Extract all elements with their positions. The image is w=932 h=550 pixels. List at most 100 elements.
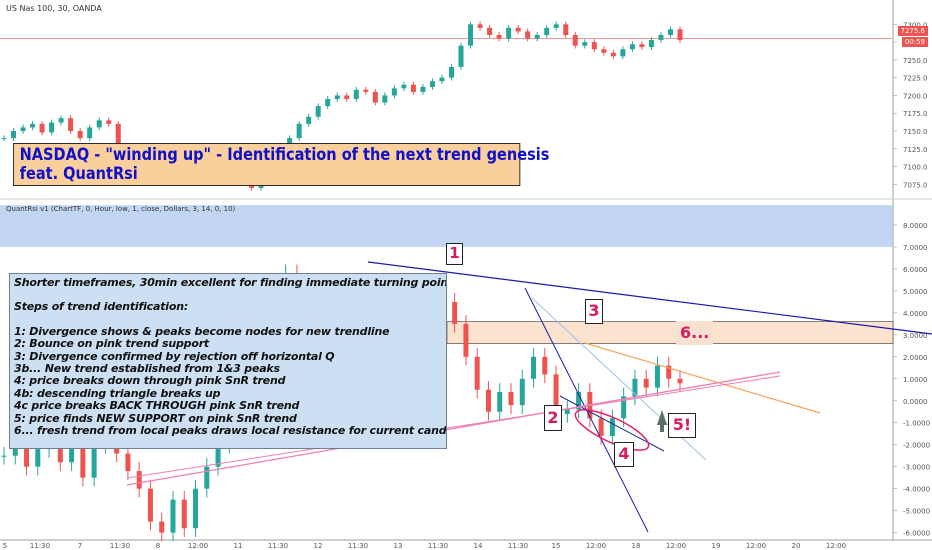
indicator-candle (80, 433, 86, 478)
indicator-candle (576, 391, 582, 410)
indicator-upper-band (0, 205, 893, 247)
indicator-tick-label: -3.0000 (903, 464, 930, 472)
price-candle (334, 95, 340, 99)
indicator-candle (519, 378, 525, 406)
countdown-badge: 00:59 (901, 37, 928, 47)
horizontal-q-band (446, 321, 894, 344)
notes-line-7: 4: price breaks down through pink SnR tr… (14, 374, 286, 388)
time-tick-label: 5 (3, 542, 7, 550)
indicator-candle (181, 499, 187, 529)
time-tick-label: 12:00 (586, 542, 606, 550)
indicator-candle (609, 418, 615, 436)
indicator-candle (531, 356, 537, 379)
indicator-candle (1, 455, 7, 457)
time-tick-label: 14 (474, 542, 483, 550)
time-tick-label: 11:30 (348, 542, 368, 550)
price-tick-label: 7175.0 (903, 110, 928, 118)
indicator-tick-label: 1.0000 (903, 376, 928, 384)
price-candle (429, 81, 435, 87)
price-tick-label: 7100.0 (903, 164, 928, 172)
price-tick-label: 7150.0 (903, 128, 928, 136)
notes-annotation-box[interactable]: Shorter timeframes, 30min excellent for … (9, 273, 447, 449)
indicator-candle (463, 323, 469, 357)
time-tick-label: 11 (234, 542, 243, 550)
indicator-candle (677, 378, 683, 384)
price-candle (620, 49, 626, 57)
time-tick-label: 12:00 (188, 542, 208, 550)
title-line-2: feat. QuantRsi (19, 164, 138, 184)
price-candle (496, 35, 502, 39)
notes-line-5: 3: Divergence confirmed by rejection off… (14, 349, 335, 363)
price-tick-label: 7300.0 (903, 21, 928, 29)
breakdown-ellipse (574, 409, 650, 451)
price-candle (468, 24, 474, 46)
price-candle (648, 39, 654, 48)
indicator-candle (204, 466, 210, 489)
pink-snr-trendline-upper (126, 375, 781, 479)
price-candle (439, 77, 445, 82)
indicator-candle (24, 440, 30, 467)
price-candle (68, 118, 74, 131)
marker-1[interactable]: 1 (446, 243, 463, 265)
price-tick-label: 7225.0 (903, 75, 928, 83)
indicator-candle (598, 418, 604, 436)
price-candle (591, 42, 597, 50)
time-tick-label: 7 (78, 542, 82, 550)
marker-3[interactable]: 3 (585, 299, 603, 324)
price-candle (506, 27, 512, 39)
indicator-candle (666, 365, 672, 379)
marker-2[interactable]: 2 (544, 405, 562, 431)
price-candle (610, 52, 616, 57)
indicator-candle (632, 378, 638, 397)
price-candle (629, 44, 635, 50)
time-tick-label: 12:00 (746, 542, 766, 550)
price-candle (572, 35, 578, 46)
price-candle (401, 84, 407, 89)
indicator-candle (170, 499, 176, 533)
price-candle (372, 91, 378, 103)
price-candle (49, 122, 55, 133)
indicator-tick-label: 7.0000 (903, 244, 928, 252)
marker-6[interactable]: 6... (676, 321, 714, 345)
price-candle (639, 44, 645, 48)
price-candle (20, 127, 26, 131)
indicator-candle (215, 444, 221, 467)
indicator-candle (91, 444, 97, 478)
price-candle (391, 88, 397, 96)
price-candle (544, 27, 550, 35)
marker-4[interactable]: 4 (614, 442, 634, 467)
indicator-tick-label: -6.0000 (903, 530, 930, 538)
price-candle (410, 84, 416, 92)
time-tick-label: 11:30 (30, 542, 50, 550)
price-candle (11, 131, 17, 139)
price-tick-label: 7200.0 (903, 92, 928, 100)
time-tick-label: 18 (632, 542, 641, 550)
price-candle (477, 24, 483, 28)
price-axis-area (893, 0, 932, 550)
indicator-candle (497, 391, 503, 412)
price-candle (115, 123, 121, 156)
title-annotation-box[interactable]: NASDAQ - "winding up" - Identification o… (13, 143, 549, 186)
time-tick-label: 11:30 (508, 542, 528, 550)
indicator-tick-label: -5.0000 (903, 508, 930, 516)
marker-5[interactable]: 5! (668, 413, 696, 438)
last-price-badge: 7275.6 (897, 26, 928, 36)
price-candle (448, 67, 454, 78)
indicator-tick-label: 8.0000 (903, 222, 928, 230)
price-candle (534, 35, 540, 39)
time-tick-label: 12:00 (666, 542, 686, 550)
price-candle (1, 138, 7, 140)
indicator-tick-label: 6.0000 (903, 266, 928, 274)
orange-trendline (584, 342, 821, 414)
price-candle (106, 120, 112, 124)
descending-support-trendline (559, 395, 665, 452)
time-tick-label: 8 (156, 542, 160, 550)
price-candle (296, 123, 302, 139)
time-tick-label: 11:30 (110, 542, 130, 550)
indicator-candle (553, 374, 559, 414)
price-candle (563, 24, 569, 35)
price-candle (601, 49, 607, 53)
indicator-tick-label: 5.0000 (903, 288, 928, 296)
time-tick-label: 13 (394, 542, 403, 550)
notes-line-4: 2: Bounce on pink trend support (14, 337, 209, 351)
